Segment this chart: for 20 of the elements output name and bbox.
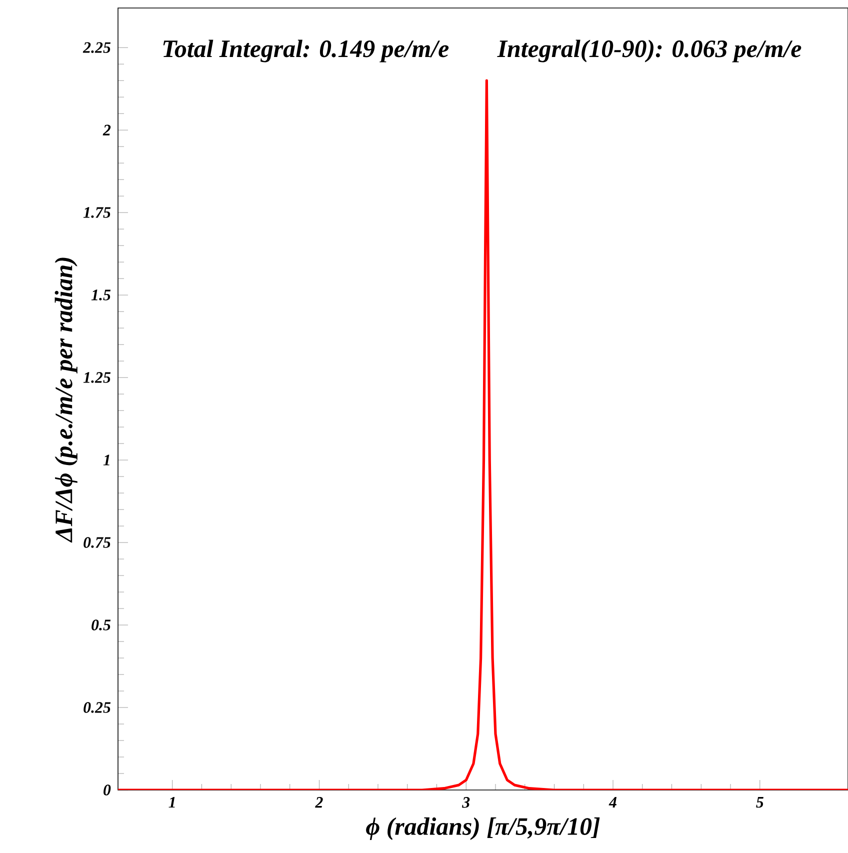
y-tick-label: 1.5 (91, 290, 111, 300)
y-tick-label: 1.25 (83, 372, 111, 383)
x-tick-label: 1 (168, 797, 175, 808)
x-tick-label: 4 (608, 797, 617, 808)
y-tick-label: 2 (102, 124, 111, 136)
y-tick-label: 0 (104, 784, 111, 796)
x-tick-label: 5 (756, 797, 764, 808)
x-tick-label: 2 (315, 797, 323, 808)
y-tick-label: 0.25 (84, 702, 111, 713)
y-tick-label: 0.5 (92, 620, 111, 630)
y-axis-title: ΔF/Δϕ (p.e./m/e per radian) (54, 258, 78, 543)
annotation: Total Integral: 0.149 pe/m/e (163, 40, 449, 62)
annotation: Integral(10-90): 0.063 pe/m/e (497, 40, 802, 62)
y-tick-label: 1 (103, 454, 110, 466)
x-axis-title: ϕ (radians) [π/5,9π/10] (366, 817, 600, 840)
x-tick-label: 3 (462, 797, 470, 808)
line-series (118, 79, 848, 790)
y-tick-label: 2.25 (82, 42, 111, 53)
y-tick-label: 1.75 (83, 207, 111, 218)
y-tick-label: 0.75 (84, 537, 111, 548)
